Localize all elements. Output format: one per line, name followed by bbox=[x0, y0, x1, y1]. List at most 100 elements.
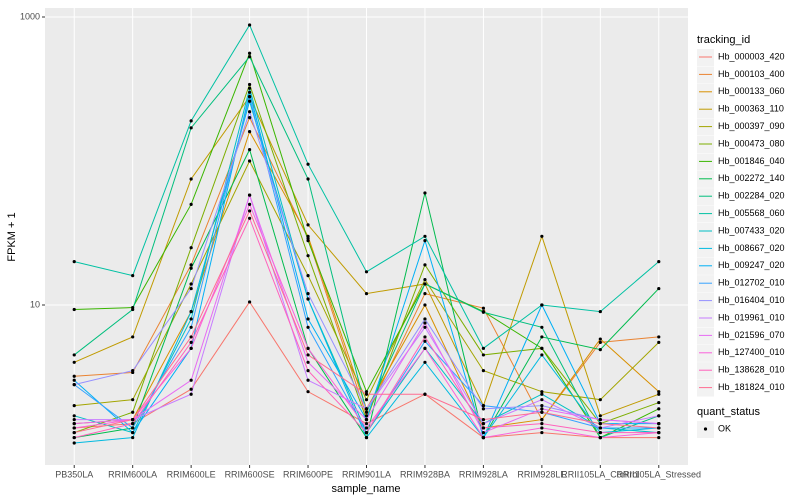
data-point bbox=[189, 335, 193, 339]
data-point bbox=[423, 325, 427, 329]
legend-label: Hb_002272_140 bbox=[718, 173, 785, 183]
data-point bbox=[247, 90, 252, 94]
data-point bbox=[481, 369, 486, 373]
legend-label: Hb_016404_010 bbox=[718, 295, 785, 305]
data-point bbox=[657, 407, 661, 411]
x-tick-label: RRIM600LE bbox=[167, 469, 216, 479]
data-point bbox=[247, 130, 252, 134]
data-point bbox=[189, 282, 193, 286]
data-point bbox=[306, 360, 310, 364]
data-point bbox=[247, 86, 252, 90]
data-point bbox=[131, 410, 135, 414]
data-point bbox=[481, 353, 486, 357]
data-point bbox=[131, 398, 135, 402]
y-tick-label: 10 bbox=[30, 299, 40, 309]
data-point bbox=[189, 126, 193, 130]
x-tick-label: RRIM928LA bbox=[459, 469, 508, 479]
data-point bbox=[657, 414, 661, 418]
data-point bbox=[247, 300, 252, 304]
data-point bbox=[423, 317, 427, 321]
data-point bbox=[657, 430, 661, 435]
legend-label: OK bbox=[718, 423, 731, 433]
data-point bbox=[306, 346, 310, 350]
data-point bbox=[657, 340, 661, 344]
data-point bbox=[364, 407, 369, 411]
data-point bbox=[189, 309, 193, 314]
data-point bbox=[540, 234, 544, 238]
data-point bbox=[131, 369, 135, 373]
data-point bbox=[247, 110, 252, 114]
data-point bbox=[598, 340, 602, 344]
data-point bbox=[364, 291, 369, 296]
x-tick-label: RRIM600SE bbox=[225, 469, 275, 479]
legend-label: Hb_002284_020 bbox=[718, 191, 785, 201]
legend-label: Hb_000397_090 bbox=[718, 121, 785, 131]
data-point bbox=[657, 286, 661, 291]
data-point bbox=[598, 417, 602, 422]
data-point bbox=[423, 335, 427, 339]
data-point bbox=[364, 430, 369, 435]
data-point bbox=[306, 317, 310, 321]
data-point bbox=[364, 422, 369, 426]
data-point bbox=[247, 51, 252, 55]
data-point bbox=[247, 202, 252, 206]
data-point bbox=[306, 162, 310, 166]
data-point bbox=[657, 390, 661, 394]
data-point bbox=[657, 422, 661, 426]
data-point bbox=[247, 193, 252, 197]
data-point bbox=[131, 417, 135, 422]
data-point bbox=[540, 417, 544, 422]
data-point bbox=[306, 223, 310, 227]
data-point bbox=[247, 216, 252, 220]
y-axis-title: FPKM + 1 bbox=[6, 212, 18, 261]
data-point bbox=[306, 291, 310, 296]
legend-label: Hb_021596_070 bbox=[718, 330, 785, 340]
data-point bbox=[423, 392, 427, 396]
legend-title: tracking_id bbox=[697, 34, 750, 46]
data-point bbox=[540, 404, 544, 408]
data-point bbox=[657, 260, 661, 264]
data-point bbox=[598, 435, 602, 440]
data-point bbox=[72, 307, 76, 312]
data-point bbox=[247, 209, 252, 213]
legend-label: Hb_000133_060 bbox=[718, 86, 785, 96]
data-point bbox=[131, 422, 135, 426]
data-point bbox=[364, 390, 369, 394]
data-point bbox=[540, 390, 544, 394]
data-point bbox=[131, 335, 135, 339]
data-point bbox=[189, 317, 193, 321]
data-point bbox=[540, 398, 544, 402]
data-point bbox=[598, 430, 602, 435]
data-point bbox=[131, 430, 135, 435]
data-point bbox=[657, 426, 661, 430]
legend-label: Hb_019961_010 bbox=[718, 312, 785, 322]
legend-key bbox=[697, 118, 714, 136]
data-point bbox=[306, 353, 310, 357]
data-point bbox=[72, 417, 76, 422]
x-tick-label: RRIM600PE bbox=[283, 469, 333, 479]
data-point bbox=[364, 398, 369, 402]
data-point bbox=[423, 282, 427, 286]
data-point bbox=[423, 339, 427, 343]
data-point bbox=[540, 426, 544, 430]
data-point bbox=[72, 430, 76, 435]
data-point bbox=[247, 23, 252, 27]
data-point bbox=[423, 303, 427, 307]
x-tick-label: RRIM901LA bbox=[342, 469, 391, 479]
data-point bbox=[481, 435, 486, 440]
data-point bbox=[423, 321, 427, 325]
data-point bbox=[598, 426, 602, 430]
data-point bbox=[247, 82, 252, 87]
data-point bbox=[72, 404, 76, 408]
data-point bbox=[189, 286, 193, 291]
data-point bbox=[189, 325, 193, 329]
data-point bbox=[131, 307, 135, 312]
data-point bbox=[364, 392, 369, 396]
data-point bbox=[481, 407, 486, 411]
legend-title: quant_status bbox=[697, 406, 760, 418]
data-point bbox=[540, 325, 544, 329]
data-point bbox=[306, 369, 310, 373]
data-point bbox=[247, 116, 252, 120]
data-point bbox=[364, 270, 369, 274]
